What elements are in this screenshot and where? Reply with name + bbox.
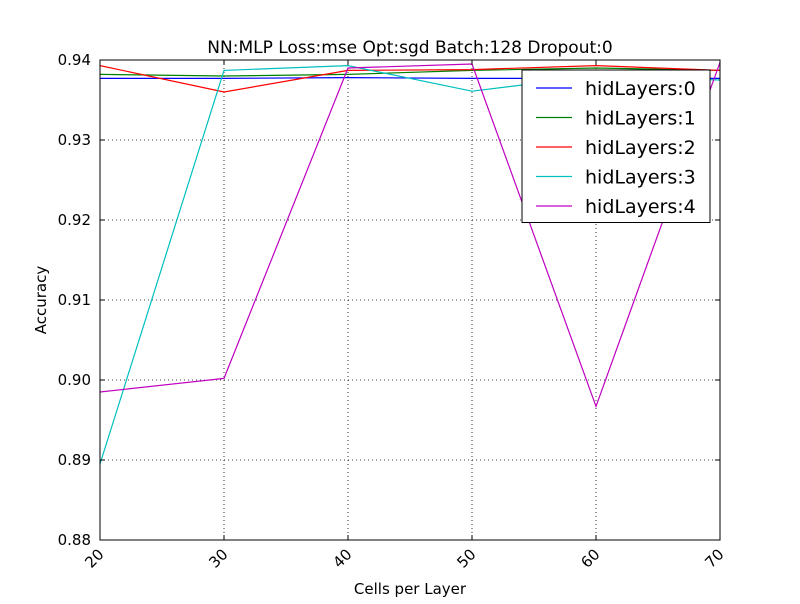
series-line-1 [100, 67, 720, 77]
legend: hidLayers:0 hidLayers:1 hidLayers:2 hidLaye… [521, 69, 711, 223]
legend-box [521, 69, 711, 223]
legend-label-2: hidLayers:2 [585, 137, 696, 159]
y-tick-label: 0.89 [58, 451, 91, 469]
y-tick-label: 0.91 [58, 291, 91, 309]
legend-label-4: hidLayers:4 [585, 196, 696, 218]
y-tick-label: 0.93 [58, 131, 91, 149]
series-line-2 [100, 64, 720, 93]
legend-label-3: hidLayers:3 [585, 167, 696, 189]
y-tick-label: 0.88 [58, 531, 91, 549]
series-line-4 [100, 62, 720, 409]
chart-title: NN:MLP Loss:mse Opt:sgd Batch:128 Dropou… [207, 38, 612, 58]
x-axis-label: Cells per Layer [354, 580, 467, 598]
legend-label-0: hidLayers:0 [585, 78, 696, 100]
legend-label-1: hidLayers:1 [585, 108, 696, 130]
y-tick-label: 0.94 [58, 51, 91, 69]
y-tick-label: 0.92 [58, 211, 91, 229]
y-axis-label: Accuracy [32, 266, 50, 335]
y-tick-label: 0.90 [58, 371, 91, 389]
